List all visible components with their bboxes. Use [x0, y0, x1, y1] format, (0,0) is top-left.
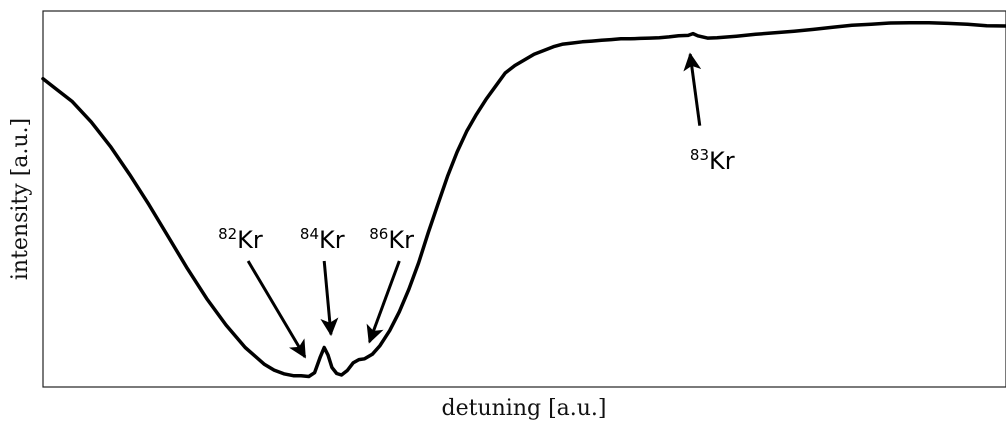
annotation-label: 84Kr — [300, 225, 345, 254]
annotation-82Kr: 82Kr — [218, 225, 307, 359]
y-axis-label: intensity [a.u.] — [8, 118, 33, 280]
annotation-arrow — [366, 260, 401, 344]
annotation-label: 83Kr — [690, 146, 735, 175]
annotation-isotope-number: 86 — [369, 225, 388, 243]
plot-frame — [42, 10, 1006, 388]
x-axis-label: detuning [a.u.] — [442, 396, 607, 421]
annotation-element-symbol: Kr — [709, 147, 735, 175]
annotation-arrow — [246, 260, 307, 359]
annotation-isotope-number: 82 — [218, 225, 237, 243]
annotation-isotope-number: 83 — [690, 146, 709, 164]
series-line-0 — [41, 20, 1006, 379]
annotation-arrow — [683, 52, 702, 126]
annotation-83Kr: 83Kr — [683, 52, 735, 175]
annotation-84Kr: 84Kr — [300, 225, 345, 337]
annotation-label: 82Kr — [218, 225, 263, 254]
series-layer — [41, 20, 1006, 379]
annotation-element-symbol: Kr — [237, 226, 263, 254]
annotation-86Kr: 86Kr — [366, 225, 414, 344]
annotation-arrow — [320, 260, 339, 337]
annotation-label: 86Kr — [369, 225, 414, 254]
annotation-element-symbol: Kr — [319, 226, 345, 254]
annotation-isotope-number: 84 — [300, 225, 319, 243]
annotation-element-symbol: Kr — [388, 226, 414, 254]
